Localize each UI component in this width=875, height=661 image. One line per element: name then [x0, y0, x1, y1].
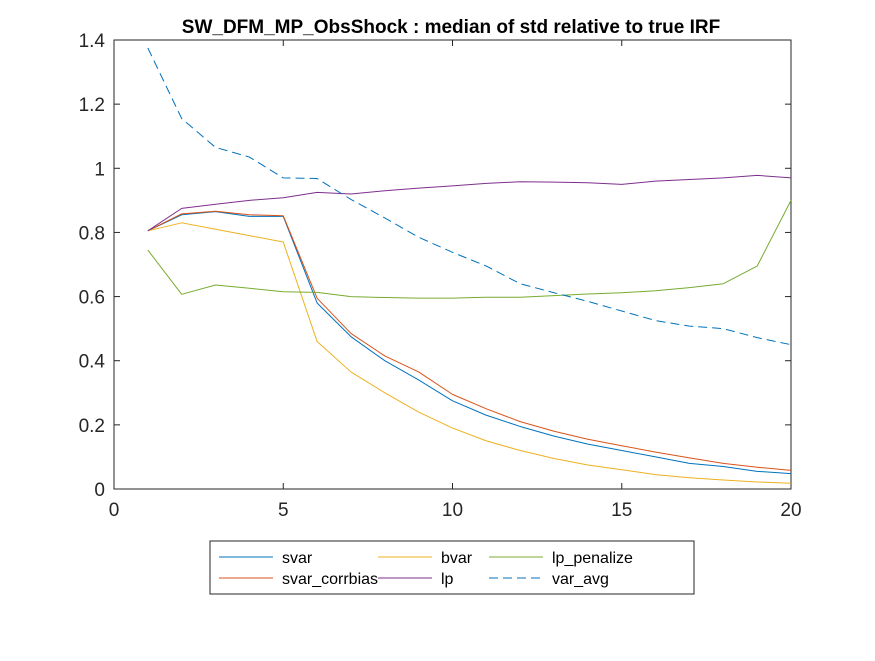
legend-item-svar-corrbias: svar_corrbias — [219, 571, 378, 588]
legend-items: svar bvar lp_penalize svar_corrbias lp var_av… — [219, 550, 633, 588]
axes-box — [113, 39, 792, 490]
legend-label: var_avg — [552, 571, 609, 588]
legend-item-lp: lp — [378, 571, 454, 588]
series-line-svar-corrbias — [147, 210, 792, 471]
x-tick-label: 5 — [278, 500, 289, 521]
x-axis: 0 5 10 15 20 — [109, 40, 802, 521]
y-tick-label: 1.2 — [79, 95, 105, 116]
legend: svar bvar lp_penalize svar_corrbias lp var_av… — [209, 540, 695, 595]
legend-label: lp_penalize — [552, 550, 633, 567]
series-lines — [147, 47, 792, 484]
y-tick-label: 0.2 — [79, 416, 105, 437]
y-tick-label: 1.4 — [79, 31, 106, 52]
plot-area: 0 5 10 15 20 0 0.2 0.4 0.6 0.8 1 1.2 1.4 — [79, 31, 802, 521]
y-tick-label: 0 — [94, 480, 105, 501]
x-tick-label: 10 — [442, 500, 463, 521]
series-line-lp-penalize — [147, 200, 792, 299]
legend-item-var-avg: var_avg — [489, 571, 609, 588]
chart-title: SW_DFM_MP_ObsShock : median of std relat… — [182, 17, 720, 38]
y-tick-label: 0.8 — [79, 223, 105, 244]
series-line-bvar — [147, 222, 792, 484]
y-tick-label: 1 — [94, 159, 105, 180]
legend-item-bvar: bvar — [378, 550, 473, 567]
y-tick-label: 0.6 — [79, 288, 105, 309]
series-line-lp — [147, 174, 792, 232]
y-axis: 0 0.2 0.4 0.6 0.8 1 1.2 1.4 — [79, 31, 791, 501]
x-tick-label: 15 — [611, 500, 632, 521]
x-tick-label: 0 — [109, 500, 120, 521]
legend-label: lp — [441, 571, 454, 588]
legend-item-svar: svar — [219, 550, 313, 567]
legend-item-lp-penalize: lp_penalize — [489, 550, 633, 567]
x-tick-label: 20 — [780, 500, 801, 521]
legend-label: svar_corrbias — [282, 571, 378, 588]
series-line-svar — [147, 211, 792, 475]
legend-box — [209, 540, 695, 595]
y-tick-label: 0.4 — [79, 352, 106, 373]
legend-label: svar — [282, 550, 313, 567]
legend-label: bvar — [441, 550, 473, 567]
